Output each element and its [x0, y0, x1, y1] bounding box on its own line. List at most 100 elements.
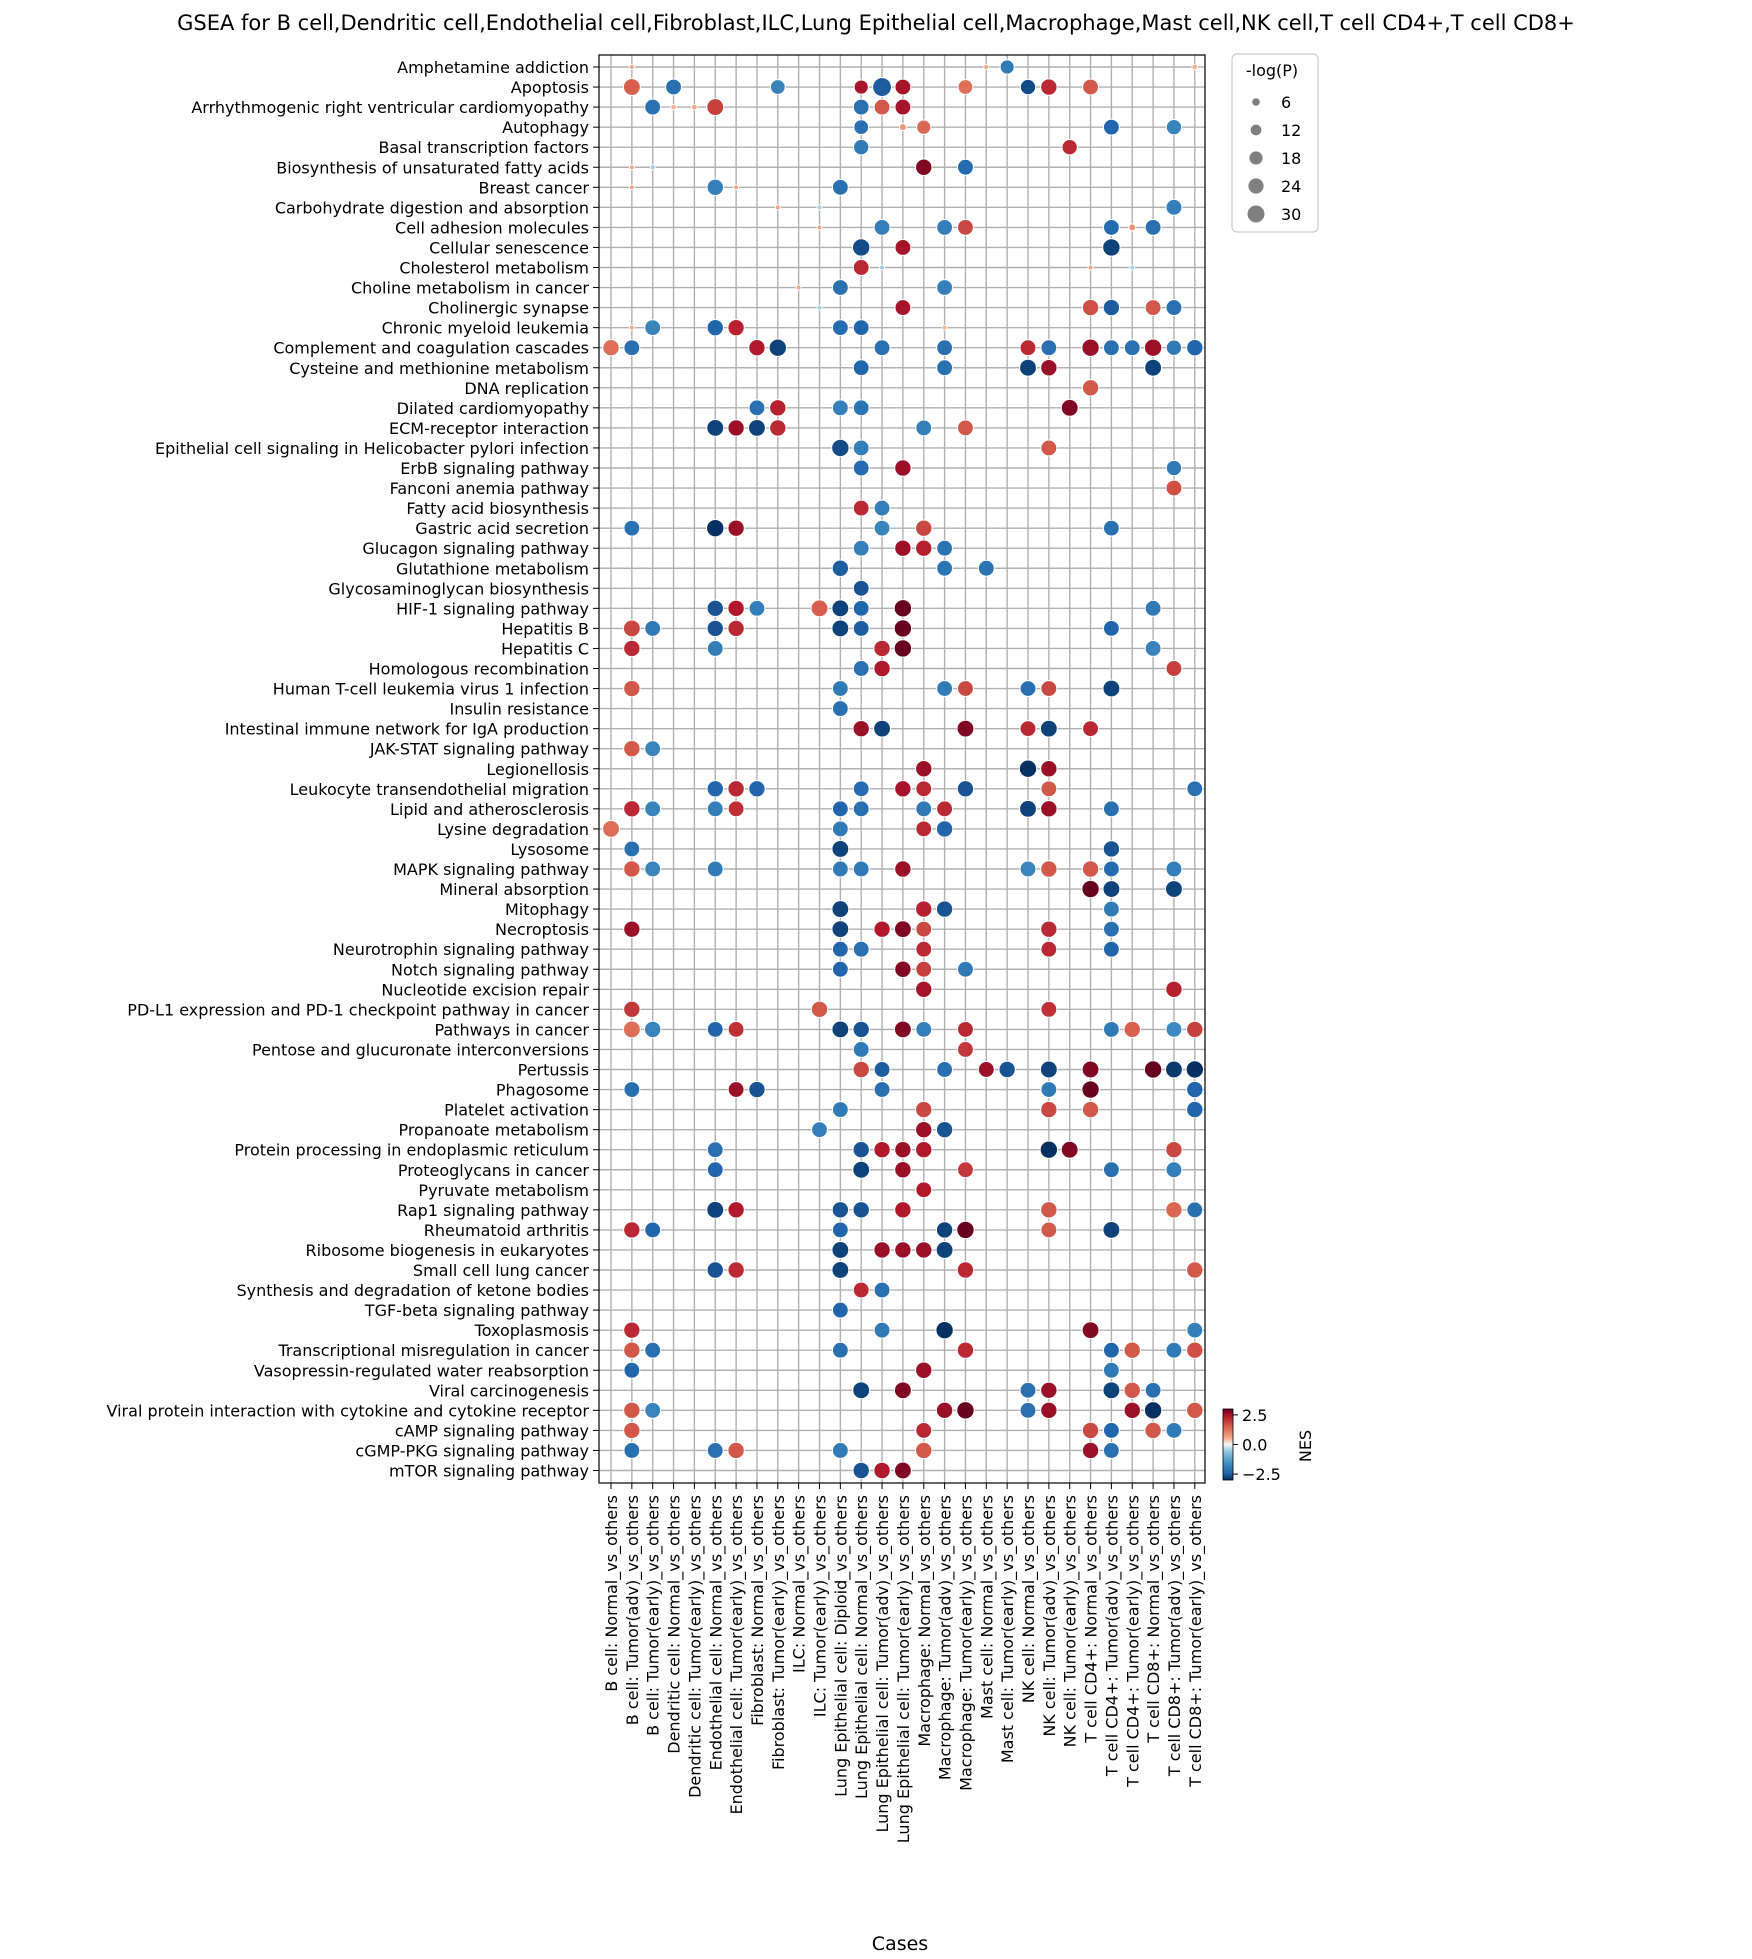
data-dot [873, 519, 891, 537]
y-tick-label: HIF-1 signaling pathway [396, 599, 589, 618]
data-dot [915, 780, 933, 798]
y-tick-label: Arrhythmogenic right ventricular cardiom… [191, 98, 589, 117]
data-dot [727, 1261, 745, 1279]
size-legend-dot [1248, 178, 1264, 194]
size-legend-label: 18 [1281, 149, 1301, 168]
data-dot [935, 900, 954, 918]
data-dot [1186, 1080, 1204, 1099]
y-tick-label: mTOR signaling pathway [389, 1462, 589, 1481]
y-tick-label: Ribosome biogenesis in eukaryotes [306, 1241, 589, 1260]
data-dot [1144, 299, 1162, 317]
data-dot [1019, 860, 1037, 878]
data-dot [1102, 1381, 1121, 1400]
y-tick-label: Necroptosis [495, 920, 589, 939]
data-dot [622, 1020, 641, 1039]
data-dot [852, 860, 870, 878]
data-dot [1102, 298, 1121, 317]
y-tick-label: Cell adhesion molecules [395, 218, 589, 237]
data-dot [873, 98, 891, 116]
data-dot [623, 1081, 641, 1098]
y-tick-label: Nucleotide excision repair [381, 980, 589, 999]
data-dot [893, 1461, 912, 1480]
colorbar-tick-label: 0.0 [1242, 1436, 1267, 1455]
size-legend-label: 24 [1281, 177, 1301, 196]
y-tick-label: Hepatitis B [501, 619, 589, 638]
size-legend: -log(P) 6 12 18 24 30 [1231, 53, 1319, 233]
data-dot [706, 640, 724, 657]
x-tick-label: Fibroblast: Tumor(early)_vs_others [769, 1495, 789, 1770]
data-dot [727, 519, 745, 537]
data-dot [1102, 1361, 1120, 1379]
data-dot [893, 920, 912, 939]
data-dot [623, 860, 641, 878]
data-dot [623, 840, 641, 858]
data-dot [1081, 1321, 1100, 1340]
data-dot [852, 259, 870, 276]
data-dot [873, 339, 891, 357]
data-dot [1040, 1000, 1058, 1018]
data-dot [893, 639, 913, 658]
data-dot [894, 860, 912, 878]
data-dot [936, 359, 954, 377]
data-dot [1165, 1341, 1183, 1359]
data-dot [915, 1020, 933, 1038]
data-dot [936, 1061, 954, 1078]
data-dot [706, 1161, 724, 1179]
data-dot [873, 719, 891, 738]
data-dot [956, 719, 975, 738]
data-dot [831, 619, 850, 638]
data-dot [1081, 879, 1100, 899]
data-dot [748, 339, 766, 357]
y-tick-label: JAK-STAT signaling pathway [369, 740, 589, 759]
data-dot [1144, 1381, 1162, 1399]
data-dot [1102, 519, 1120, 537]
data-dot [706, 518, 725, 538]
data-dot [915, 158, 933, 176]
data-dot [727, 599, 745, 618]
data-dot [894, 459, 912, 477]
data-dot [852, 780, 870, 798]
data-dot [1040, 339, 1058, 357]
x-tick-label: Macrophage: Normal_vs_others [915, 1495, 935, 1747]
data-dot [706, 1200, 725, 1219]
y-tick-label: MAPK signaling pathway [393, 860, 589, 879]
data-dot [769, 79, 786, 95]
data-dot [1040, 760, 1058, 778]
data-dot [936, 559, 954, 577]
grid-lines [599, 55, 1205, 1483]
data-dot [1082, 720, 1099, 738]
data-dot [852, 1020, 870, 1039]
data-dot [1040, 1100, 1058, 1119]
y-tick-label: Biosynthesis of unsaturated fatty acids [276, 158, 589, 177]
data-dot [1165, 198, 1183, 216]
data-dot [873, 218, 891, 236]
data-dot [852, 1160, 871, 1179]
data-dot [623, 339, 641, 357]
y-tick-label: Chronic myeloid leukemia [382, 319, 589, 338]
y-tick-label: Mineral absorption [439, 880, 589, 899]
y-tick-label: Epithelial cell signaling in Helicobacte… [155, 439, 589, 458]
data-dot [1165, 860, 1183, 878]
data-dot [1102, 860, 1120, 878]
data-dot [915, 519, 933, 537]
data-dot [831, 319, 849, 337]
data-dot [957, 1020, 974, 1038]
data-dot [1186, 339, 1204, 357]
data-dot [915, 760, 933, 778]
data-dot [915, 1441, 933, 1460]
data-dot [1191, 63, 1199, 71]
data-dot [1165, 1161, 1183, 1179]
data-dot [1081, 338, 1100, 357]
x-tick-label: T cell CD8+: Normal_vs_others [1144, 1495, 1164, 1744]
data-dot [1165, 660, 1183, 677]
data-dot [1186, 1100, 1204, 1119]
data-dot [623, 1421, 641, 1440]
data-dot [873, 1281, 891, 1299]
data-dot [915, 1241, 933, 1259]
y-tick-label: Cysteine and methionine metabolism [289, 359, 589, 378]
data-dot [894, 1161, 912, 1179]
data-dot [894, 78, 912, 96]
y-tick-label: Rheumatoid arthritis [424, 1221, 589, 1240]
data-dot [831, 438, 850, 458]
